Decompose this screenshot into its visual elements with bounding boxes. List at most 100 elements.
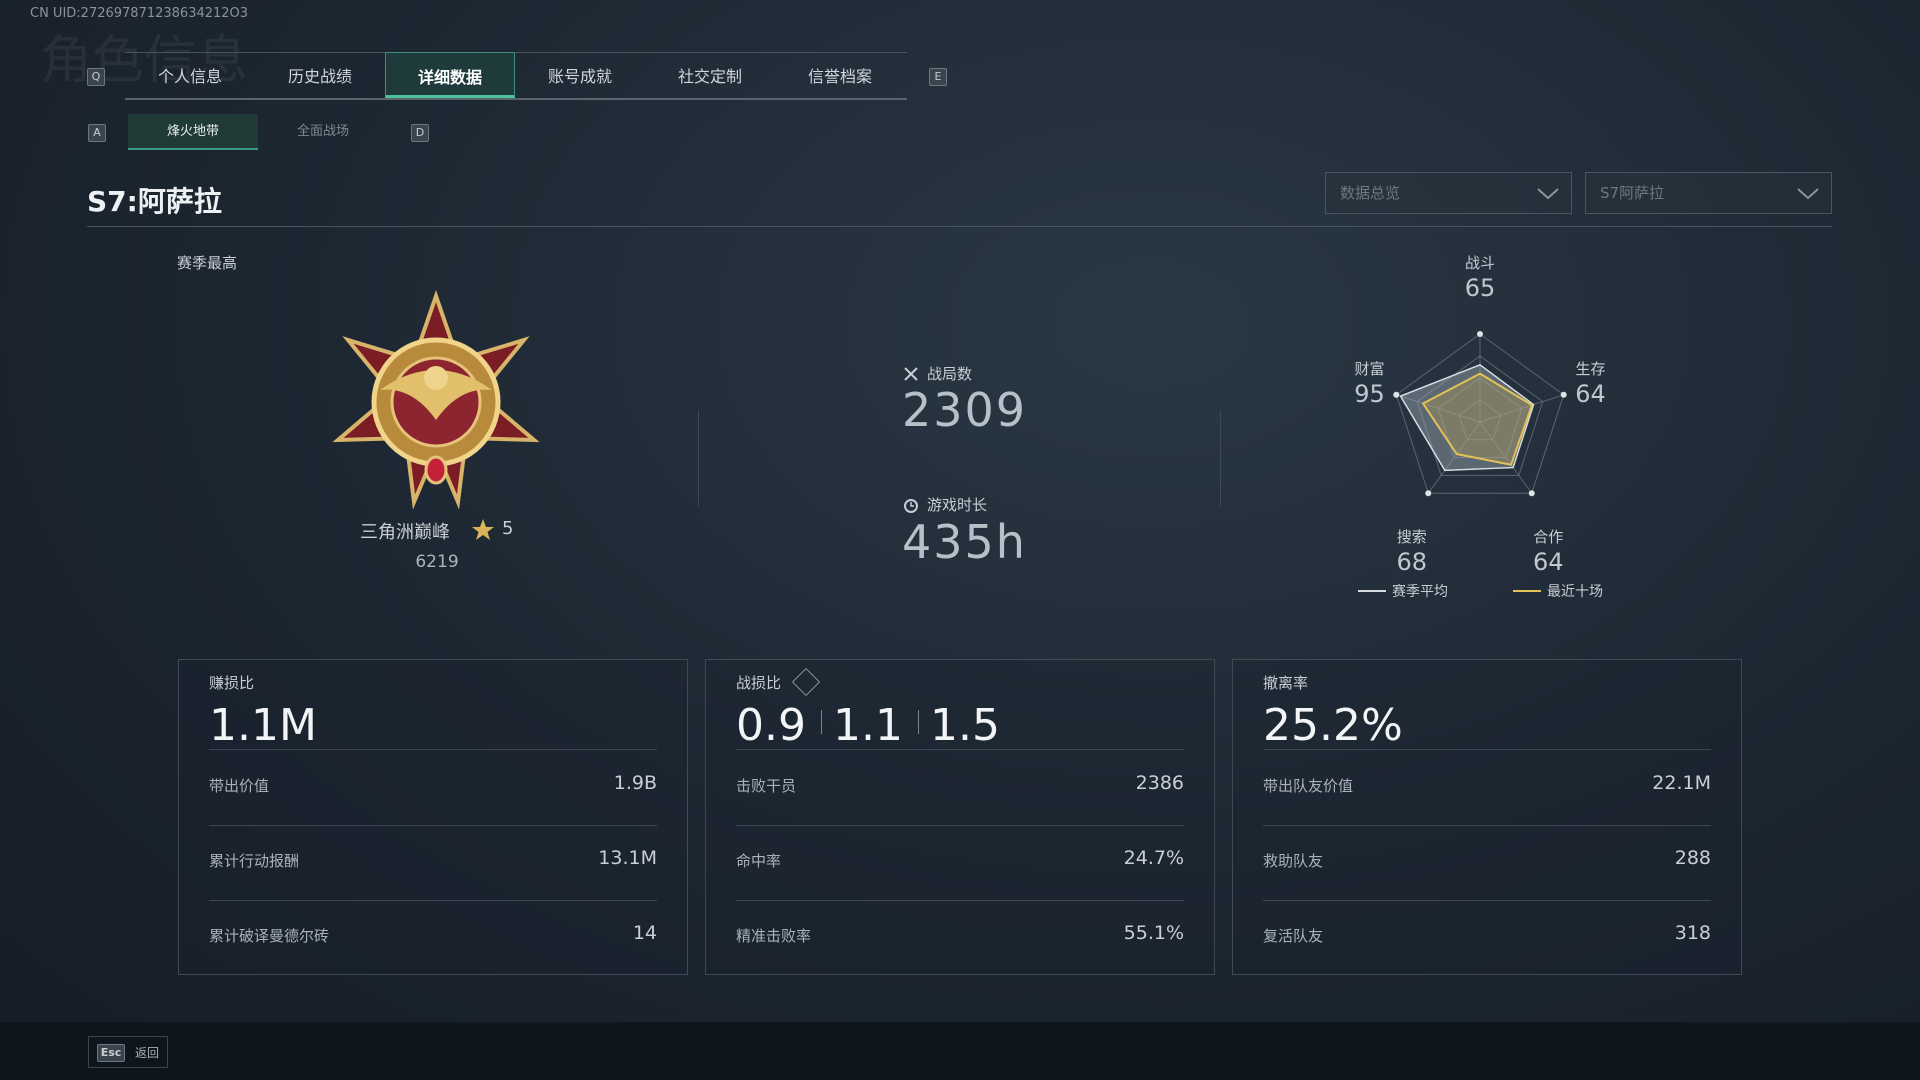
back-button[interactable]: Esc 返回 bbox=[88, 1036, 168, 1068]
row-label: 救助队友 bbox=[1263, 852, 1324, 870]
tab[interactable]: 社交定制 bbox=[677, 67, 742, 86]
subtab[interactable]: 烽火地带 bbox=[128, 114, 258, 150]
subtab-key: A bbox=[88, 124, 106, 142]
tab[interactable]: 个人信息 bbox=[157, 67, 222, 86]
radar-axis-label: 生存 bbox=[1575, 360, 1605, 378]
uid: CN UID:272697871238634212O3 bbox=[30, 6, 249, 21]
radar-ring bbox=[1395, 333, 1565, 494]
subtab-key: D bbox=[411, 124, 429, 142]
radar-axis-value: 95 bbox=[1354, 380, 1385, 408]
tab[interactable]: 详细数据 bbox=[385, 52, 515, 98]
card-label: 赚损比 bbox=[209, 674, 255, 692]
row-label: 带出队友价值 bbox=[1263, 777, 1354, 795]
dropdown[interactable]: S7阿萨拉 bbox=[1585, 172, 1832, 214]
radar-axis-value: 68 bbox=[1396, 548, 1427, 576]
watermark: 角色信息 bbox=[40, 31, 249, 91]
tab-line bbox=[125, 98, 907, 100]
row-value: 55.1% bbox=[1123, 922, 1184, 944]
radar-vertex bbox=[1425, 490, 1432, 497]
radar-vertex bbox=[1528, 490, 1535, 497]
tab[interactable]: 历史战绩 bbox=[287, 67, 352, 86]
time-icon bbox=[904, 499, 918, 513]
back-label: 返回 bbox=[135, 1046, 160, 1060]
card-divider bbox=[209, 749, 657, 750]
radar-axis-value: 64 bbox=[1533, 548, 1564, 576]
rank-score: 6219 bbox=[415, 552, 459, 572]
row-divider bbox=[736, 825, 1184, 826]
row-label: 击败干员 bbox=[736, 777, 797, 795]
title-line bbox=[87, 226, 1832, 227]
row-label: 复活队友 bbox=[1263, 927, 1324, 945]
tab-key: E bbox=[929, 68, 947, 86]
radar-ring bbox=[1458, 399, 1502, 441]
row-label: 带出价值 bbox=[209, 777, 270, 795]
radar-axis-value: 64 bbox=[1575, 380, 1606, 408]
row-divider bbox=[736, 900, 1184, 901]
season-average-area bbox=[1399, 363, 1535, 472]
radar-spoke bbox=[1396, 394, 1481, 423]
divider bbox=[698, 410, 699, 506]
tab-line bbox=[125, 52, 907, 53]
row-value: 24.7% bbox=[1123, 847, 1184, 869]
row-divider bbox=[209, 900, 657, 901]
row-label: 累计破译曼德尔砖 bbox=[209, 927, 330, 945]
radar-vertex bbox=[1393, 391, 1400, 398]
radar-chart: 战斗 65 生存 64 合作 64 搜索 68 财富 95 赛季平均 最近十场 bbox=[1354, 254, 1606, 600]
matches-value: 2309 bbox=[902, 383, 1028, 437]
row-value: 288 bbox=[1674, 847, 1711, 869]
radar-spoke bbox=[1479, 394, 1564, 423]
season-title: S7:阿萨拉 bbox=[87, 185, 222, 218]
radar-axis-label: 搜索 bbox=[1397, 528, 1427, 546]
divider bbox=[1220, 410, 1221, 506]
tab[interactable]: 信誉档案 bbox=[807, 67, 872, 86]
card-value: 25.2% bbox=[1263, 700, 1403, 751]
radar-spoke bbox=[1479, 421, 1533, 494]
radar-ring bbox=[1416, 355, 1544, 476]
matches-label: 战局数 bbox=[927, 365, 973, 383]
chevron bbox=[1537, 188, 1559, 200]
dropdown[interactable]: 数据总览 bbox=[1325, 172, 1572, 214]
radar-vertex bbox=[1477, 331, 1483, 337]
playtime-label: 游戏时长 bbox=[927, 496, 988, 514]
tab[interactable]: 账号成就 bbox=[547, 67, 612, 86]
radar-axis-label: 财富 bbox=[1355, 360, 1385, 378]
row-value: 2386 bbox=[1135, 772, 1184, 794]
season-best-label: 赛季最高 bbox=[177, 254, 238, 272]
help-icon bbox=[791, 667, 821, 697]
subtab[interactable]: 全面战场 bbox=[296, 124, 349, 139]
row-divider bbox=[1263, 825, 1711, 826]
value-divider bbox=[821, 710, 822, 734]
rank-medal bbox=[332, 290, 540, 510]
matches-icon bbox=[904, 367, 918, 381]
row-divider bbox=[209, 825, 657, 826]
row-value: 22.1M bbox=[1652, 772, 1711, 794]
row-label: 累计行动报酬 bbox=[209, 852, 300, 870]
rank-stars: 5 bbox=[502, 518, 514, 539]
rank-name: 三角洲巅峰 bbox=[360, 522, 450, 543]
card-divider bbox=[736, 749, 1184, 750]
stat-card: 赚损比 1.1M 带出价值 1.9B 累计行动报酬 13.1M 累计破译曼德尔砖 14 bbox=[178, 659, 688, 975]
card-value: 1.1 bbox=[833, 700, 903, 751]
radar-axis-value: 65 bbox=[1465, 274, 1496, 302]
star-icon bbox=[472, 519, 494, 540]
row-value: 14 bbox=[632, 922, 657, 944]
card-divider bbox=[1263, 749, 1711, 750]
card-label: 撤离率 bbox=[1263, 674, 1309, 692]
row-value: 1.9B bbox=[613, 772, 657, 794]
row-label: 精准击败率 bbox=[736, 927, 812, 945]
radar-spoke bbox=[1427, 421, 1481, 494]
tab-key: Q bbox=[87, 68, 105, 86]
chevron bbox=[1797, 188, 1819, 200]
row-value: 318 bbox=[1674, 922, 1711, 944]
stat-card: 战损比 0.9 1.1 1.5 击败干员 2386 命中率 24.7% 精准击败率 55.1% bbox=[705, 659, 1215, 975]
row-label: 命中率 bbox=[736, 852, 782, 870]
playtime-value: 435h bbox=[902, 515, 1027, 569]
card-value: 1.5 bbox=[930, 700, 1000, 751]
radar-vertex bbox=[1560, 391, 1567, 398]
card-value: 0.9 bbox=[736, 700, 806, 751]
value-divider bbox=[918, 710, 919, 734]
row-value: 13.1M bbox=[598, 847, 657, 869]
row-divider bbox=[1263, 900, 1711, 901]
stat-card: 撤离率 25.2% 带出队友价值 22.1M 救助队友 288 复活队友 318 bbox=[1232, 659, 1742, 975]
